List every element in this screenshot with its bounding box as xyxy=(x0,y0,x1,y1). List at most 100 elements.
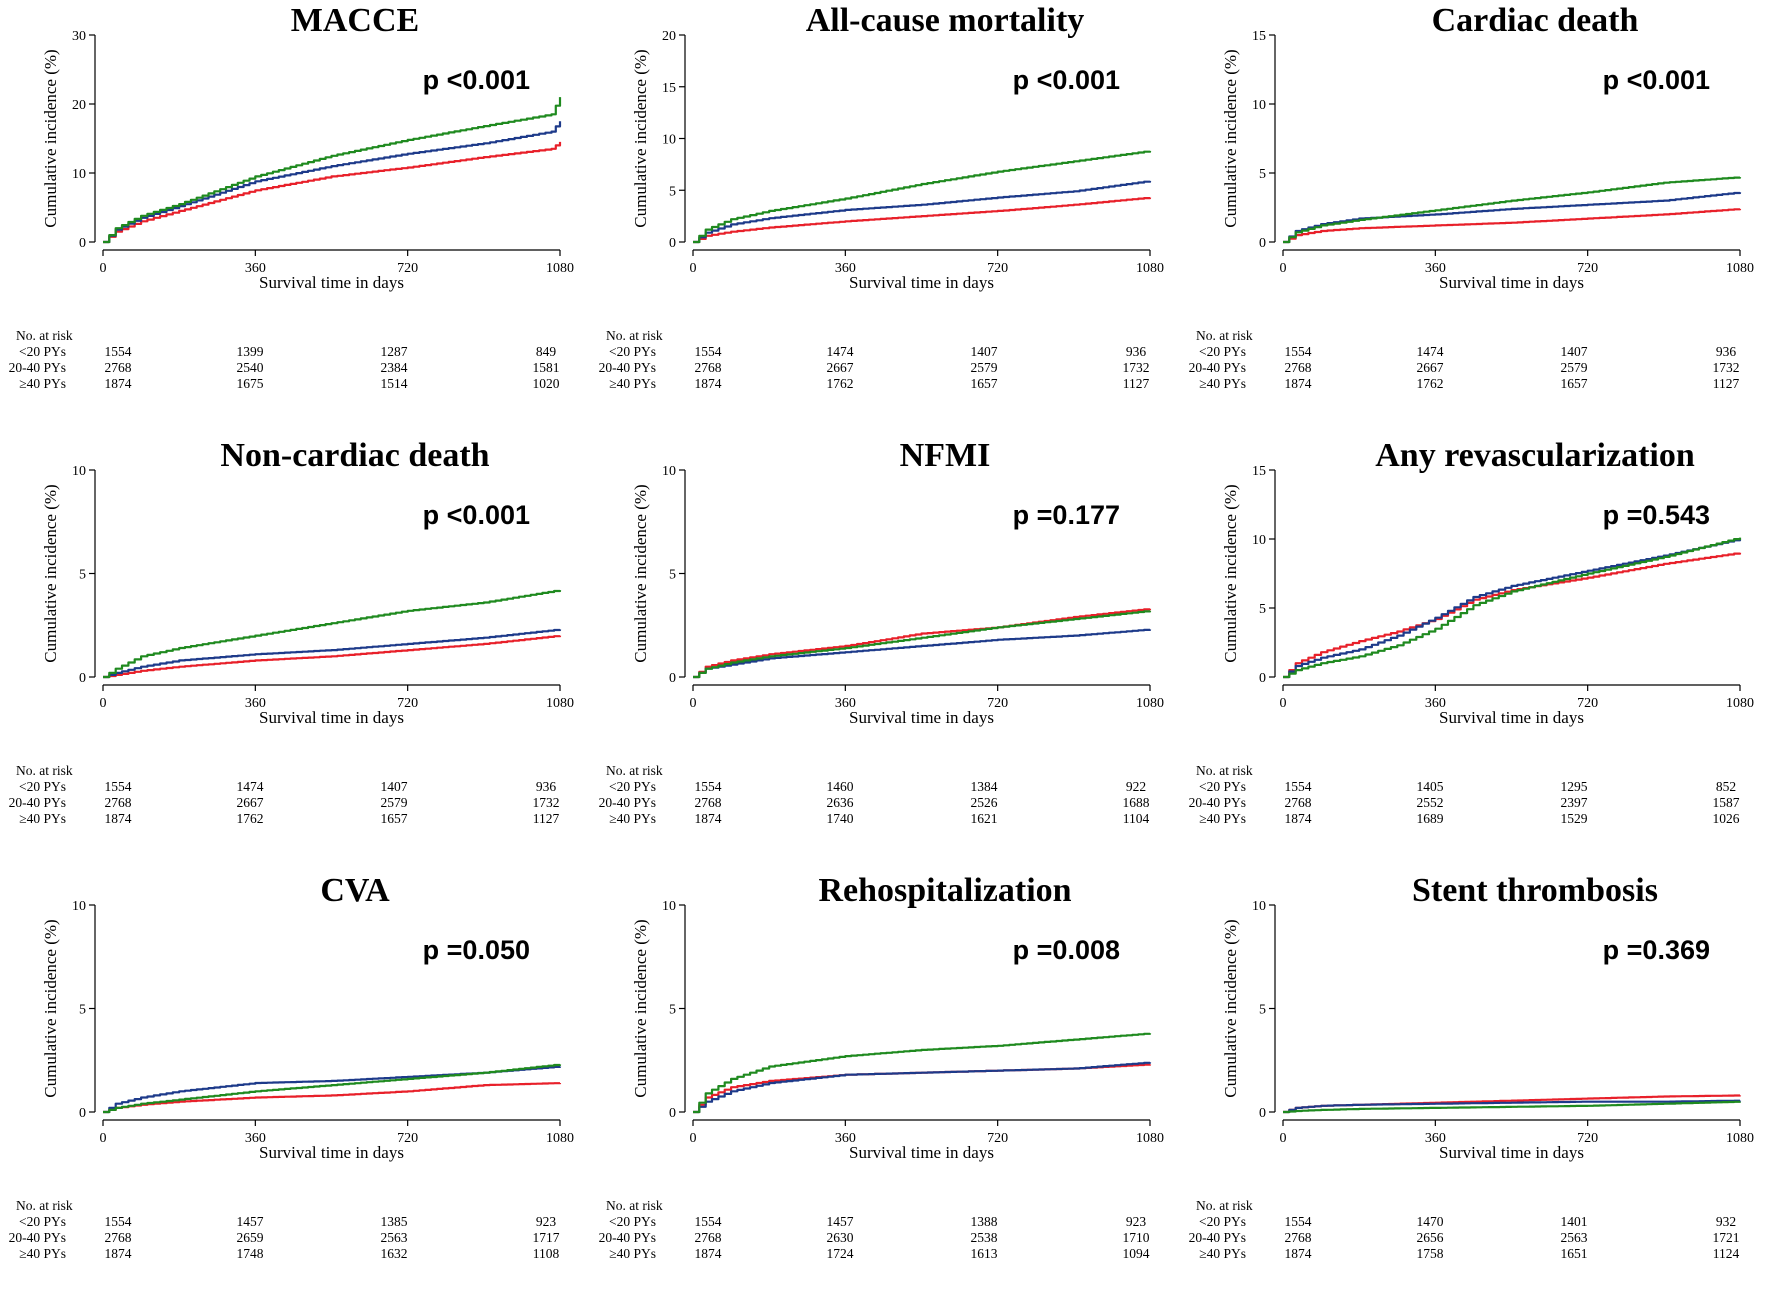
x-tick-label: 720 xyxy=(1577,261,1598,276)
y-tick-label: 15 xyxy=(662,81,676,96)
risk-count: 1405 xyxy=(1417,779,1444,794)
risk-group-label: 20-40 PYs xyxy=(9,1230,66,1245)
series-line-20-40-pys xyxy=(1283,539,1742,679)
risk-header: No. at risk xyxy=(606,1198,663,1213)
risk-count: 1554 xyxy=(695,1214,722,1229)
panel-nfmi: NFMI p =0.177 0 5 10 0 360 720 1080 Survival time… xyxy=(590,435,1180,860)
risk-count: 1621 xyxy=(971,811,998,826)
risk-header: No. at risk xyxy=(606,763,663,778)
risk-group-label: <20 PYs xyxy=(1199,1214,1246,1229)
y-tick-label: 0 xyxy=(79,236,86,251)
risk-count: 936 xyxy=(1126,344,1147,359)
y-axis-label: Cumulative incidence (%) xyxy=(631,919,650,1097)
risk-group-label: <20 PYs xyxy=(1199,344,1246,359)
risk-count: 2636 xyxy=(827,795,854,810)
risk-count: 1388 xyxy=(971,1214,998,1229)
x-axis-label: Survival time in days xyxy=(259,1143,404,1162)
risk-count: 1732 xyxy=(1713,360,1740,375)
y-axis-label: Cumulative incidence (%) xyxy=(631,484,650,662)
risk-count: 1457 xyxy=(827,1214,854,1229)
x-tick-label: 360 xyxy=(1425,1131,1446,1146)
risk-count: 1020 xyxy=(533,376,560,391)
risk-group-label: ≥40 PYs xyxy=(609,376,656,391)
x-tick-label: 1080 xyxy=(1726,696,1754,711)
series-line-ge40-pys xyxy=(103,1063,562,1114)
series-line-20-40-pys xyxy=(693,628,1152,679)
chart-svg: CVA p =0.050 0 5 10 0 360 720 1080 Survival time … xyxy=(9,872,574,1261)
x-tick-label: 1080 xyxy=(546,696,574,711)
chart-title: Cardiac death xyxy=(1432,2,1639,39)
y-tick-label: 0 xyxy=(669,236,676,251)
series-line-ge40-pys xyxy=(103,97,562,244)
risk-count: 1127 xyxy=(1123,376,1150,391)
x-tick-label: 720 xyxy=(397,1131,418,1146)
chart-title: CVA xyxy=(320,872,390,909)
risk-header: No. at risk xyxy=(1196,1198,1253,1213)
panel-all-cause-mortality: All-cause mortality p <0.001 0 5 10 15 20 0 360 7… xyxy=(590,0,1180,425)
x-tick-label: 360 xyxy=(835,1131,856,1146)
risk-count: 1758 xyxy=(1417,1246,1444,1261)
chart-title: NFMI xyxy=(900,437,991,474)
risk-group-label: ≥40 PYs xyxy=(19,811,66,826)
y-tick-label: 10 xyxy=(662,899,676,914)
risk-count: 1717 xyxy=(533,1230,560,1245)
risk-count: 1874 xyxy=(695,811,722,826)
risk-count: 1407 xyxy=(1561,344,1588,359)
risk-count: 1724 xyxy=(827,1246,854,1261)
risk-count: 1127 xyxy=(1713,376,1740,391)
risk-header: No. at risk xyxy=(1196,763,1253,778)
series-line-20-40-pys xyxy=(103,121,562,244)
risk-group-label: <20 PYs xyxy=(609,344,656,359)
risk-count: 1470 xyxy=(1417,1214,1444,1229)
y-tick-label: 20 xyxy=(72,98,86,113)
p-value: p =0.369 xyxy=(1603,935,1710,965)
chart-title: Any revascularization xyxy=(1375,437,1695,474)
x-tick-label: 360 xyxy=(245,1131,266,1146)
x-tick-label: 1080 xyxy=(546,261,574,276)
risk-count: 1710 xyxy=(1123,1230,1150,1245)
risk-count: 1740 xyxy=(827,811,854,826)
risk-count: 2768 xyxy=(105,1230,132,1245)
series-line-lt20-pys xyxy=(103,1082,562,1114)
risk-count: 1287 xyxy=(381,344,408,359)
risk-count: 1874 xyxy=(695,376,722,391)
x-tick-label: 1080 xyxy=(1726,1131,1754,1146)
chart-title: Rehospitalization xyxy=(818,872,1071,909)
risk-count: 1613 xyxy=(971,1246,998,1261)
risk-count: 936 xyxy=(1716,344,1737,359)
risk-count: 1657 xyxy=(971,376,998,391)
x-tick-label: 1080 xyxy=(1726,261,1754,276)
risk-count: 2563 xyxy=(1561,1230,1588,1245)
risk-count: 2768 xyxy=(695,795,722,810)
risk-count: 1127 xyxy=(533,811,560,826)
chart-svg: Non-cardiac death p <0.001 0 5 10 0 360 720 1080… xyxy=(9,437,574,826)
x-tick-label: 720 xyxy=(1577,696,1598,711)
x-tick-label: 720 xyxy=(397,261,418,276)
risk-count: 2579 xyxy=(381,795,408,810)
x-axis-label: Survival time in days xyxy=(849,708,994,727)
chart-svg: Cardiac death p <0.001 0 5 10 15 0 360 720 1080 Su… xyxy=(1189,2,1754,391)
risk-count: 2563 xyxy=(381,1230,408,1245)
series-line-ge40-pys xyxy=(693,150,1152,244)
series-line-lt20-pys xyxy=(103,635,562,679)
y-tick-label: 5 xyxy=(79,568,86,583)
risk-count: 1675 xyxy=(237,376,264,391)
risk-count: 2768 xyxy=(1285,360,1312,375)
y-axis-label: Cumulative incidence (%) xyxy=(631,49,650,227)
series-line-lt20-pys xyxy=(103,141,562,244)
risk-count: 2768 xyxy=(1285,795,1312,810)
y-tick-label: 0 xyxy=(1259,671,1266,686)
y-tick-label: 0 xyxy=(669,671,676,686)
series-line-20-40-pys xyxy=(103,1065,562,1114)
risk-count: 2526 xyxy=(971,795,998,810)
y-tick-label: 5 xyxy=(1259,167,1266,182)
risk-count: 2540 xyxy=(237,360,264,375)
risk-count: 1721 xyxy=(1713,1230,1740,1245)
x-tick-label: 720 xyxy=(987,1131,1008,1146)
risk-count: 1108 xyxy=(533,1246,560,1261)
risk-count: 1657 xyxy=(381,811,408,826)
risk-count: 1632 xyxy=(381,1246,408,1261)
chart-svg: NFMI p =0.177 0 5 10 0 360 720 1080 Survival time… xyxy=(599,437,1164,826)
series-line-ge40-pys xyxy=(1283,176,1742,244)
risk-group-label: 20-40 PYs xyxy=(1189,1230,1246,1245)
